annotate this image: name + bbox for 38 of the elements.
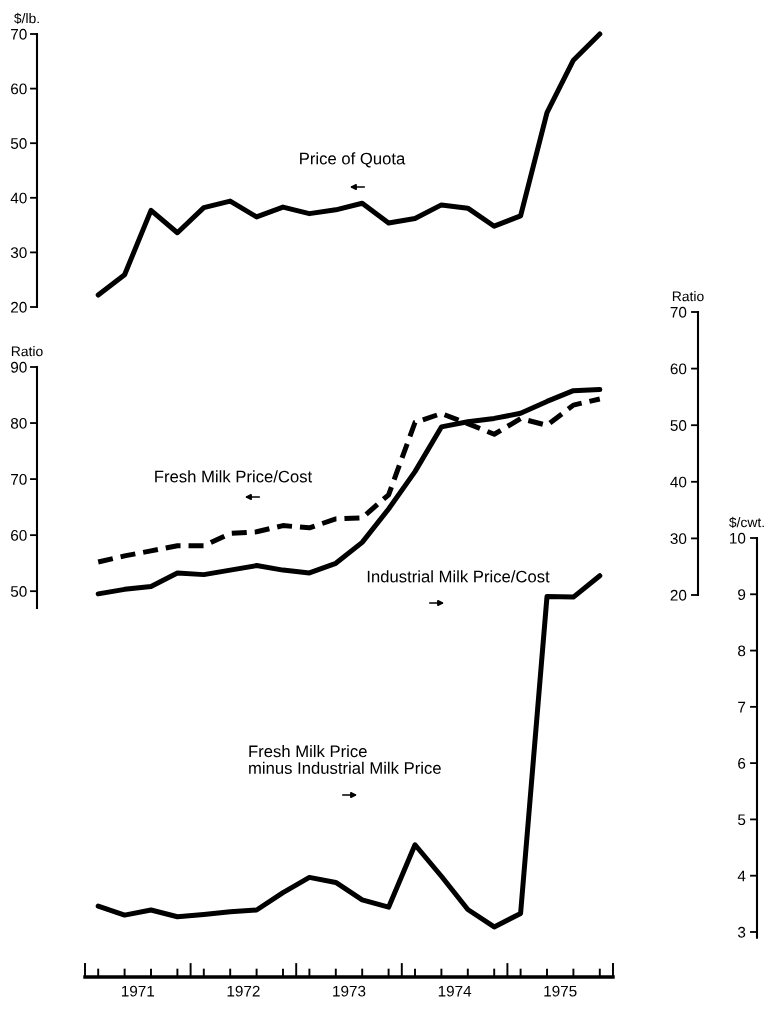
x-tick-label: 1975	[544, 985, 577, 997]
y2-tick-label: 9	[738, 589, 746, 600]
text: Fresh Milk Price/Cost	[155, 470, 313, 483]
x-tick-label: 1974	[438, 985, 472, 997]
x-tick-label: 1971	[121, 985, 155, 997]
x-tick-label: 1973	[333, 985, 366, 997]
y-tick-label: 70	[11, 473, 27, 485]
y-tick-label: 50	[10, 586, 27, 597]
y-tick-label: 40	[10, 192, 27, 204]
y2-tick-label: 7	[738, 701, 746, 713]
y2-tick-label: 70	[670, 306, 687, 318]
y-tick-label: 80	[10, 417, 27, 429]
y2-tick-label: 10	[730, 532, 746, 544]
y-tick-label: 20	[11, 301, 27, 313]
text: Fresh Milk Price minus Industrial Milk Price	[249, 745, 441, 774]
y2-tick-label: 3	[737, 926, 746, 938]
y-tick-label: 50	[10, 138, 27, 149]
series-label: Industrial Milk Price/Cost	[367, 570, 550, 583]
y-tick-label: 60	[11, 83, 27, 95]
y2-tick-label: 30	[670, 533, 687, 545]
y-tick-label: 30	[10, 247, 27, 259]
y-tick-label: 70	[11, 28, 27, 40]
y2-tick-label: 20	[670, 589, 687, 601]
y2-tick-label: 8	[738, 645, 746, 657]
y2-tick-label: 50	[670, 420, 687, 431]
y-axis-title: $/lb.	[14, 12, 39, 25]
x-tick-label: 1972	[227, 985, 260, 997]
y2-axis-title: Ratio	[672, 291, 704, 302]
y2-tick-label: 5	[738, 814, 746, 826]
y-tick-label: 60	[11, 530, 27, 541]
y-tick-label: 90	[11, 361, 27, 373]
y2-tick-label: 4	[737, 870, 746, 882]
y2-tick-label: 40	[670, 476, 687, 488]
y-axis-title: Ratio	[11, 346, 43, 357]
y2-axis-title: $/cwt.	[729, 516, 764, 529]
y2-tick-label: 6	[738, 758, 746, 769]
y2-tick-label: 60	[670, 363, 687, 375]
text: Price of Quota	[300, 152, 406, 168]
